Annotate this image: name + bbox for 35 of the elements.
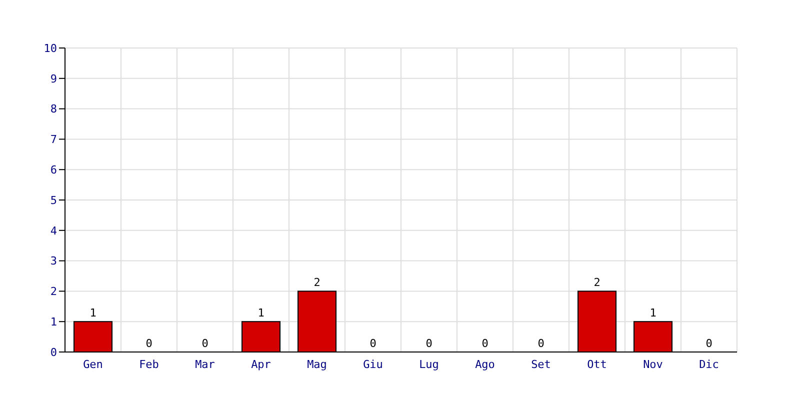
data-label: 0: [370, 337, 376, 350]
x-tick-label: Set: [531, 358, 551, 371]
x-tick-label: Mag: [307, 358, 327, 371]
x-tick-label: Lug: [419, 358, 439, 371]
data-label: 1: [258, 306, 264, 320]
y-tick-label: 0: [50, 346, 57, 359]
data-label: 0: [706, 337, 712, 350]
data-label: 0: [482, 337, 488, 350]
x-tick-label: Nov: [643, 358, 664, 371]
data-label: 2: [314, 276, 320, 290]
x-tick-label: Dic: [699, 358, 719, 371]
data-label: 1: [90, 306, 96, 320]
y-tick-label: 9: [50, 72, 57, 86]
data-label: 0: [146, 337, 152, 350]
y-tick-label: 5: [50, 194, 57, 207]
y-tick-label: 3: [50, 254, 57, 268]
y-tick-label: 8: [50, 102, 57, 116]
x-tick-label: Apr: [251, 358, 272, 371]
x-tick-label: Mar: [195, 358, 216, 371]
data-label: 0: [426, 337, 432, 350]
y-tick-label: 10: [44, 42, 57, 55]
x-tick-label: Ago: [475, 358, 495, 371]
x-tick-label: Gen: [83, 358, 103, 371]
x-tick-label: Ott: [587, 358, 607, 371]
y-tick-label: 4: [50, 224, 58, 238]
data-label: 0: [538, 337, 544, 350]
data-label: 1: [650, 306, 656, 320]
y-tick-label: 7: [50, 133, 57, 146]
data-label: 0: [202, 337, 208, 350]
y-tick-label: 1: [50, 316, 57, 329]
x-tick-label: Giu: [363, 358, 383, 371]
y-tick-label: 2: [50, 285, 57, 298]
y-tick-label: 6: [50, 164, 57, 177]
data-label: 2: [594, 276, 600, 290]
x-tick-label: Feb: [139, 358, 159, 371]
